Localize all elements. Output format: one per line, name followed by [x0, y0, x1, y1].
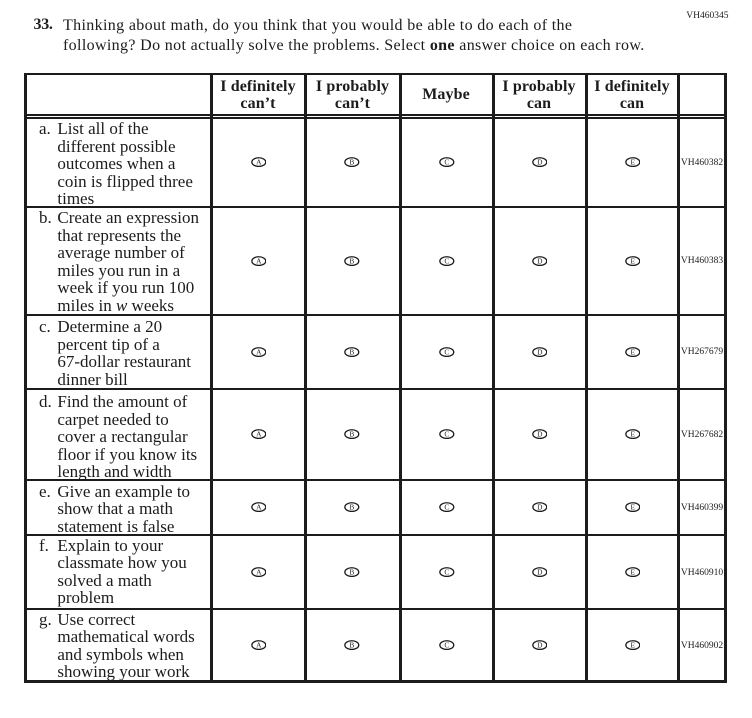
- svg-text:A: A: [256, 503, 262, 512]
- svg-text:C: C: [444, 158, 449, 167]
- svg-text:C: C: [444, 568, 449, 577]
- svg-text:B: B: [350, 256, 355, 265]
- svg-text:A: A: [256, 641, 262, 650]
- svg-text:E: E: [630, 158, 635, 167]
- svg-text:E: E: [630, 568, 635, 577]
- svg-text:D: D: [537, 347, 543, 356]
- svg-text:A: A: [256, 430, 262, 439]
- svg-text:B: B: [350, 641, 355, 650]
- svg-text:C: C: [444, 430, 449, 439]
- svg-text:B: B: [350, 568, 355, 577]
- svg-text:E: E: [630, 641, 635, 650]
- svg-text:B: B: [350, 503, 355, 512]
- svg-text:A: A: [256, 256, 262, 265]
- svg-text:D: D: [537, 158, 543, 167]
- svg-text:B: B: [350, 430, 355, 439]
- svg-text:D: D: [537, 430, 543, 439]
- svg-text:D: D: [537, 568, 543, 577]
- svg-text:B: B: [350, 158, 355, 167]
- svg-text:B: B: [350, 347, 355, 356]
- svg-text:C: C: [444, 347, 449, 356]
- svg-text:E: E: [630, 503, 635, 512]
- svg-text:D: D: [537, 256, 543, 265]
- svg-text:D: D: [537, 641, 543, 650]
- svg-text:A: A: [256, 568, 262, 577]
- svg-text:C: C: [444, 256, 449, 265]
- svg-text:A: A: [256, 347, 262, 356]
- svg-text:D: D: [537, 503, 543, 512]
- svg-text:C: C: [444, 503, 449, 512]
- svg-text:E: E: [630, 430, 635, 439]
- svg-text:E: E: [630, 256, 635, 265]
- svg-text:C: C: [444, 641, 449, 650]
- svg-text:A: A: [256, 158, 262, 167]
- svg-text:E: E: [630, 347, 635, 356]
